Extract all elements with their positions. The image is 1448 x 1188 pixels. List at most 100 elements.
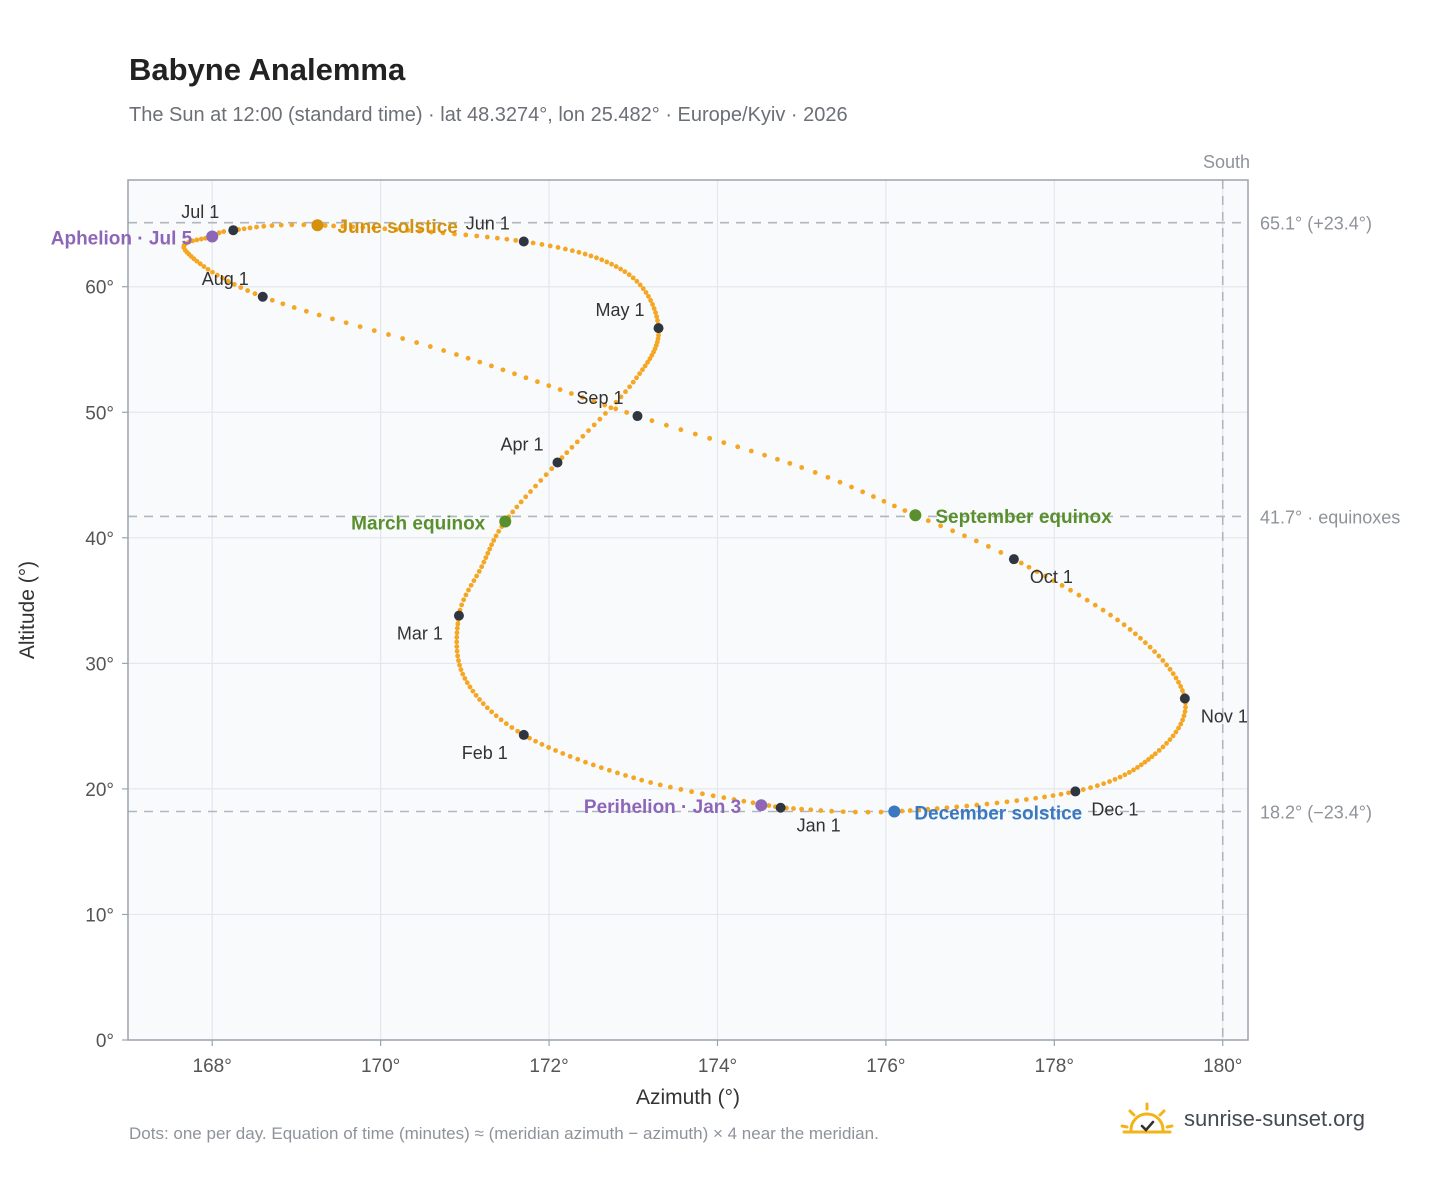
month-label: May 1 [595, 300, 644, 320]
day-dot [1080, 787, 1086, 792]
day-dot [667, 784, 673, 790]
day-dot [1138, 635, 1143, 641]
day-dot [569, 444, 575, 450]
day-dot [962, 533, 967, 539]
day-dot [523, 375, 529, 381]
day-dot [455, 653, 461, 659]
day-dot [512, 371, 517, 377]
month-marker [257, 291, 268, 302]
day-dot [382, 226, 388, 232]
day-dot [459, 602, 465, 608]
day-dot [474, 573, 480, 579]
day-dot [322, 223, 328, 228]
month-label: Jul 1 [181, 202, 219, 222]
day-dot [707, 435, 713, 441]
day-dot [892, 503, 897, 509]
day-dot [799, 465, 805, 470]
day-dot [623, 389, 628, 395]
day-dot [489, 542, 495, 548]
day-dot [721, 795, 727, 801]
day-dot [477, 359, 483, 365]
day-dot [1100, 607, 1106, 613]
day-dot [1149, 754, 1155, 760]
day-dot [523, 494, 529, 500]
month-marker [1179, 693, 1190, 704]
day-dot [518, 499, 524, 505]
day-dot [477, 697, 482, 702]
day-dot [825, 474, 831, 480]
day-dot [934, 806, 940, 811]
day-dot [496, 528, 502, 534]
brand-logo[interactable]: sunrise-sunset.org [1120, 1102, 1365, 1136]
event-label: December solstice [914, 804, 1082, 825]
day-dot [1018, 560, 1024, 566]
day-dot [580, 395, 585, 400]
month-marker [653, 323, 664, 334]
day-dot [454, 639, 460, 645]
day-dot [465, 355, 471, 361]
month-marker [518, 729, 529, 740]
month-label: Jun 1 [466, 214, 510, 234]
brand-name: sunrise-sunset.org [1184, 1106, 1365, 1131]
day-dot [1042, 794, 1047, 800]
day-dot [631, 775, 637, 781]
day-dot [510, 509, 516, 515]
day-dot [741, 798, 747, 804]
day-dot [1059, 583, 1065, 588]
day-dot [466, 587, 471, 593]
day-dot [301, 222, 307, 228]
day-dot [678, 787, 684, 792]
day-dot [509, 725, 515, 730]
day-dot [493, 713, 499, 719]
day-dot [1164, 740, 1169, 746]
y-tick-label: 30° [85, 654, 114, 675]
day-dot [925, 518, 931, 524]
day-dot [454, 630, 460, 636]
day-dot [238, 285, 244, 290]
day-dot [1026, 564, 1032, 570]
day-dot [637, 371, 643, 377]
day-dot [479, 564, 485, 570]
reference-line-label: 65.1° (+23.4°) [1260, 214, 1372, 234]
day-dot [634, 375, 639, 381]
y-tick-label: 20° [85, 780, 114, 801]
day-dot [303, 308, 309, 314]
day-dot [533, 483, 538, 489]
day-dot [938, 523, 944, 529]
day-dot [252, 291, 258, 297]
day-dot [1170, 671, 1176, 677]
day-dot [197, 261, 203, 267]
day-dot [655, 318, 660, 323]
day-dot [787, 460, 793, 466]
day-dot [564, 450, 570, 456]
day-dot [289, 222, 295, 228]
day-dot [916, 807, 922, 813]
day-dot [1014, 798, 1020, 804]
day-dot [528, 489, 533, 494]
day-dot [489, 709, 495, 715]
day-dot [553, 748, 558, 753]
day-dot [750, 800, 756, 806]
day-dot [608, 405, 614, 411]
day-dot [1178, 721, 1184, 727]
day-dot [560, 751, 566, 756]
day-dot [221, 229, 227, 234]
day-dot [291, 305, 297, 310]
day-dot [1147, 644, 1153, 650]
day-dot [371, 225, 377, 231]
day-dot [1152, 649, 1157, 654]
day-dot [568, 391, 574, 396]
meridian-label: South [1203, 152, 1250, 172]
day-dot [1178, 684, 1184, 689]
month-label: Aug 1 [202, 269, 249, 289]
day-dot [1122, 772, 1128, 778]
day-dot [280, 301, 286, 307]
day-dot [539, 741, 545, 747]
day-dot [700, 791, 705, 797]
day-dot [664, 422, 669, 428]
day-dot [557, 387, 563, 393]
day-dot [623, 772, 628, 778]
day-dot [474, 233, 480, 239]
day-dot [405, 227, 411, 233]
day-dot [985, 544, 991, 549]
